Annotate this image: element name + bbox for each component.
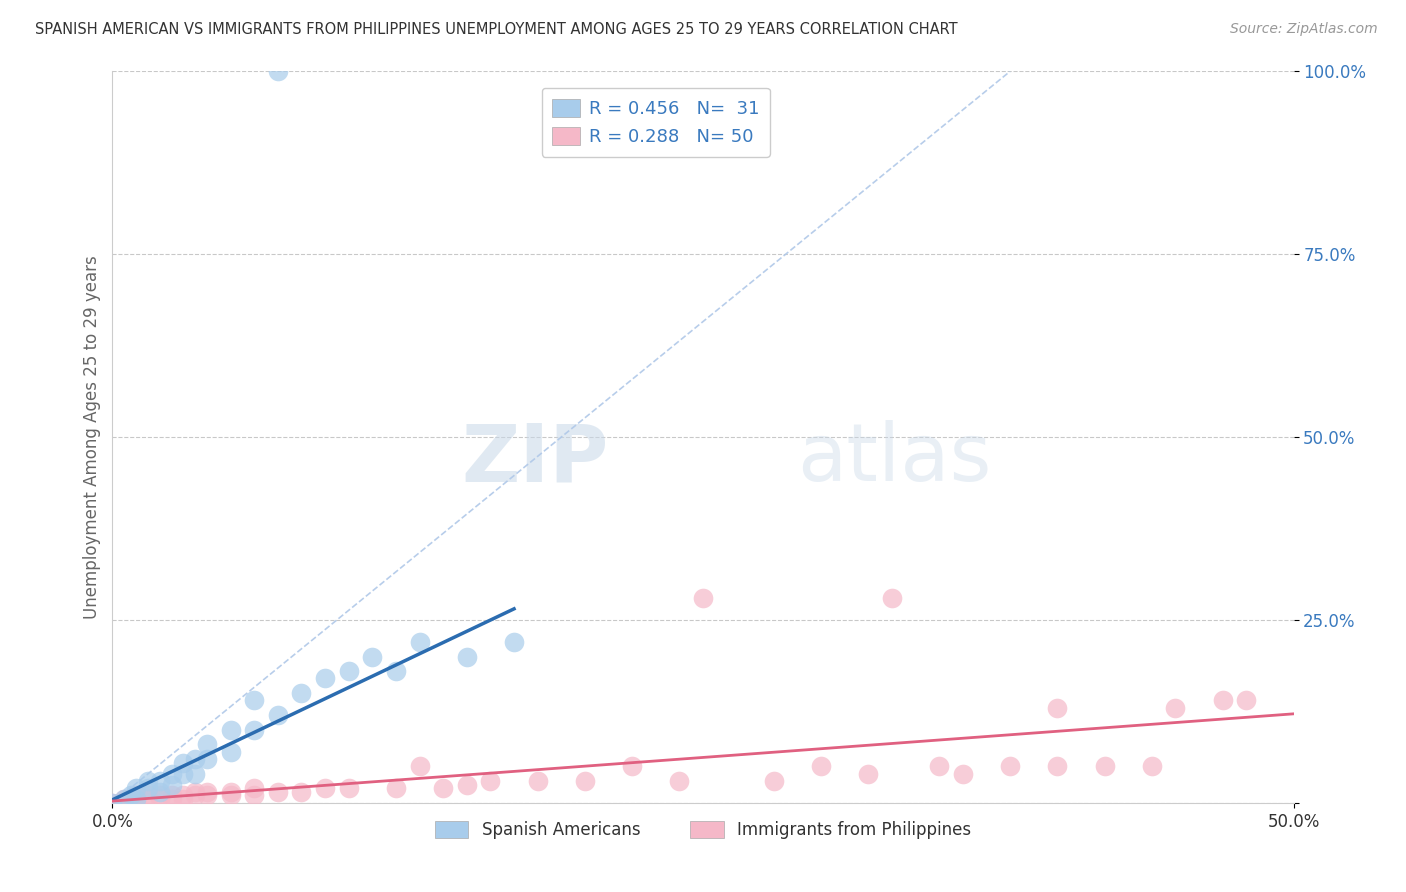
Point xyxy=(408,635,430,649)
Point xyxy=(160,766,183,780)
Point xyxy=(160,792,183,806)
Text: SPANISH AMERICAN VS IMMIGRANTS FROM PHILIPPINES UNEMPLOYMENT AMONG AGES 25 TO 29: SPANISH AMERICAN VS IMMIGRANTS FROM PHIL… xyxy=(35,22,957,37)
Point xyxy=(243,723,266,737)
Point xyxy=(136,789,159,803)
Point xyxy=(1046,759,1069,773)
Point xyxy=(184,766,207,780)
Point xyxy=(1094,759,1116,773)
Text: atlas: atlas xyxy=(797,420,991,498)
Point xyxy=(1140,759,1163,773)
Point xyxy=(108,796,131,810)
Point xyxy=(195,737,218,751)
Point xyxy=(1212,693,1234,707)
Point xyxy=(952,766,974,780)
Point xyxy=(337,664,360,678)
Point xyxy=(112,792,135,806)
Point xyxy=(219,723,242,737)
Point xyxy=(160,778,183,792)
Point xyxy=(136,792,159,806)
Legend: Spanish Americans, Immigrants from Philippines: Spanish Americans, Immigrants from Phili… xyxy=(429,814,977,846)
Point xyxy=(101,796,124,810)
Point xyxy=(1234,693,1257,707)
Point xyxy=(172,766,194,780)
Point xyxy=(1046,700,1069,714)
Point xyxy=(172,789,194,803)
Point xyxy=(125,796,148,810)
Point xyxy=(243,781,266,796)
Point xyxy=(125,789,148,803)
Point xyxy=(762,773,785,788)
Point xyxy=(184,789,207,803)
Point xyxy=(456,649,478,664)
Point xyxy=(160,789,183,803)
Point xyxy=(149,785,172,799)
Point xyxy=(503,635,526,649)
Point xyxy=(195,789,218,803)
Point xyxy=(668,773,690,788)
Point xyxy=(998,759,1021,773)
Point xyxy=(385,781,408,796)
Text: Source: ZipAtlas.com: Source: ZipAtlas.com xyxy=(1230,22,1378,37)
Point xyxy=(184,785,207,799)
Point xyxy=(267,64,290,78)
Point xyxy=(1164,700,1187,714)
Point xyxy=(692,591,714,605)
Point xyxy=(120,792,142,806)
Point xyxy=(101,796,124,810)
Point xyxy=(880,591,903,605)
Point xyxy=(267,708,290,723)
Point xyxy=(112,792,135,806)
Y-axis label: Unemployment Among Ages 25 to 29 years: Unemployment Among Ages 25 to 29 years xyxy=(83,255,101,619)
Point xyxy=(136,781,159,796)
Point xyxy=(149,792,172,806)
Point xyxy=(621,759,644,773)
Point xyxy=(172,792,194,806)
Point xyxy=(195,752,218,766)
Point xyxy=(314,781,336,796)
Text: ZIP: ZIP xyxy=(461,420,609,498)
Point xyxy=(149,773,172,788)
Point xyxy=(243,693,266,707)
Point xyxy=(267,785,290,799)
Point xyxy=(810,759,832,773)
Point xyxy=(432,781,454,796)
Point xyxy=(149,789,172,803)
Point xyxy=(219,789,242,803)
Point xyxy=(361,649,384,664)
Point xyxy=(290,686,312,700)
Point xyxy=(195,785,218,799)
Point xyxy=(125,781,148,796)
Point xyxy=(172,756,194,770)
Point xyxy=(184,752,207,766)
Point xyxy=(314,672,336,686)
Point xyxy=(385,664,408,678)
Point xyxy=(858,766,880,780)
Point xyxy=(337,781,360,796)
Point xyxy=(408,759,430,773)
Point xyxy=(219,785,242,799)
Point xyxy=(243,789,266,803)
Point xyxy=(219,745,242,759)
Point xyxy=(125,792,148,806)
Point xyxy=(526,773,548,788)
Point xyxy=(290,785,312,799)
Point xyxy=(574,773,596,788)
Point xyxy=(456,778,478,792)
Point xyxy=(479,773,502,788)
Point xyxy=(120,789,142,803)
Point xyxy=(928,759,950,773)
Point xyxy=(136,773,159,788)
